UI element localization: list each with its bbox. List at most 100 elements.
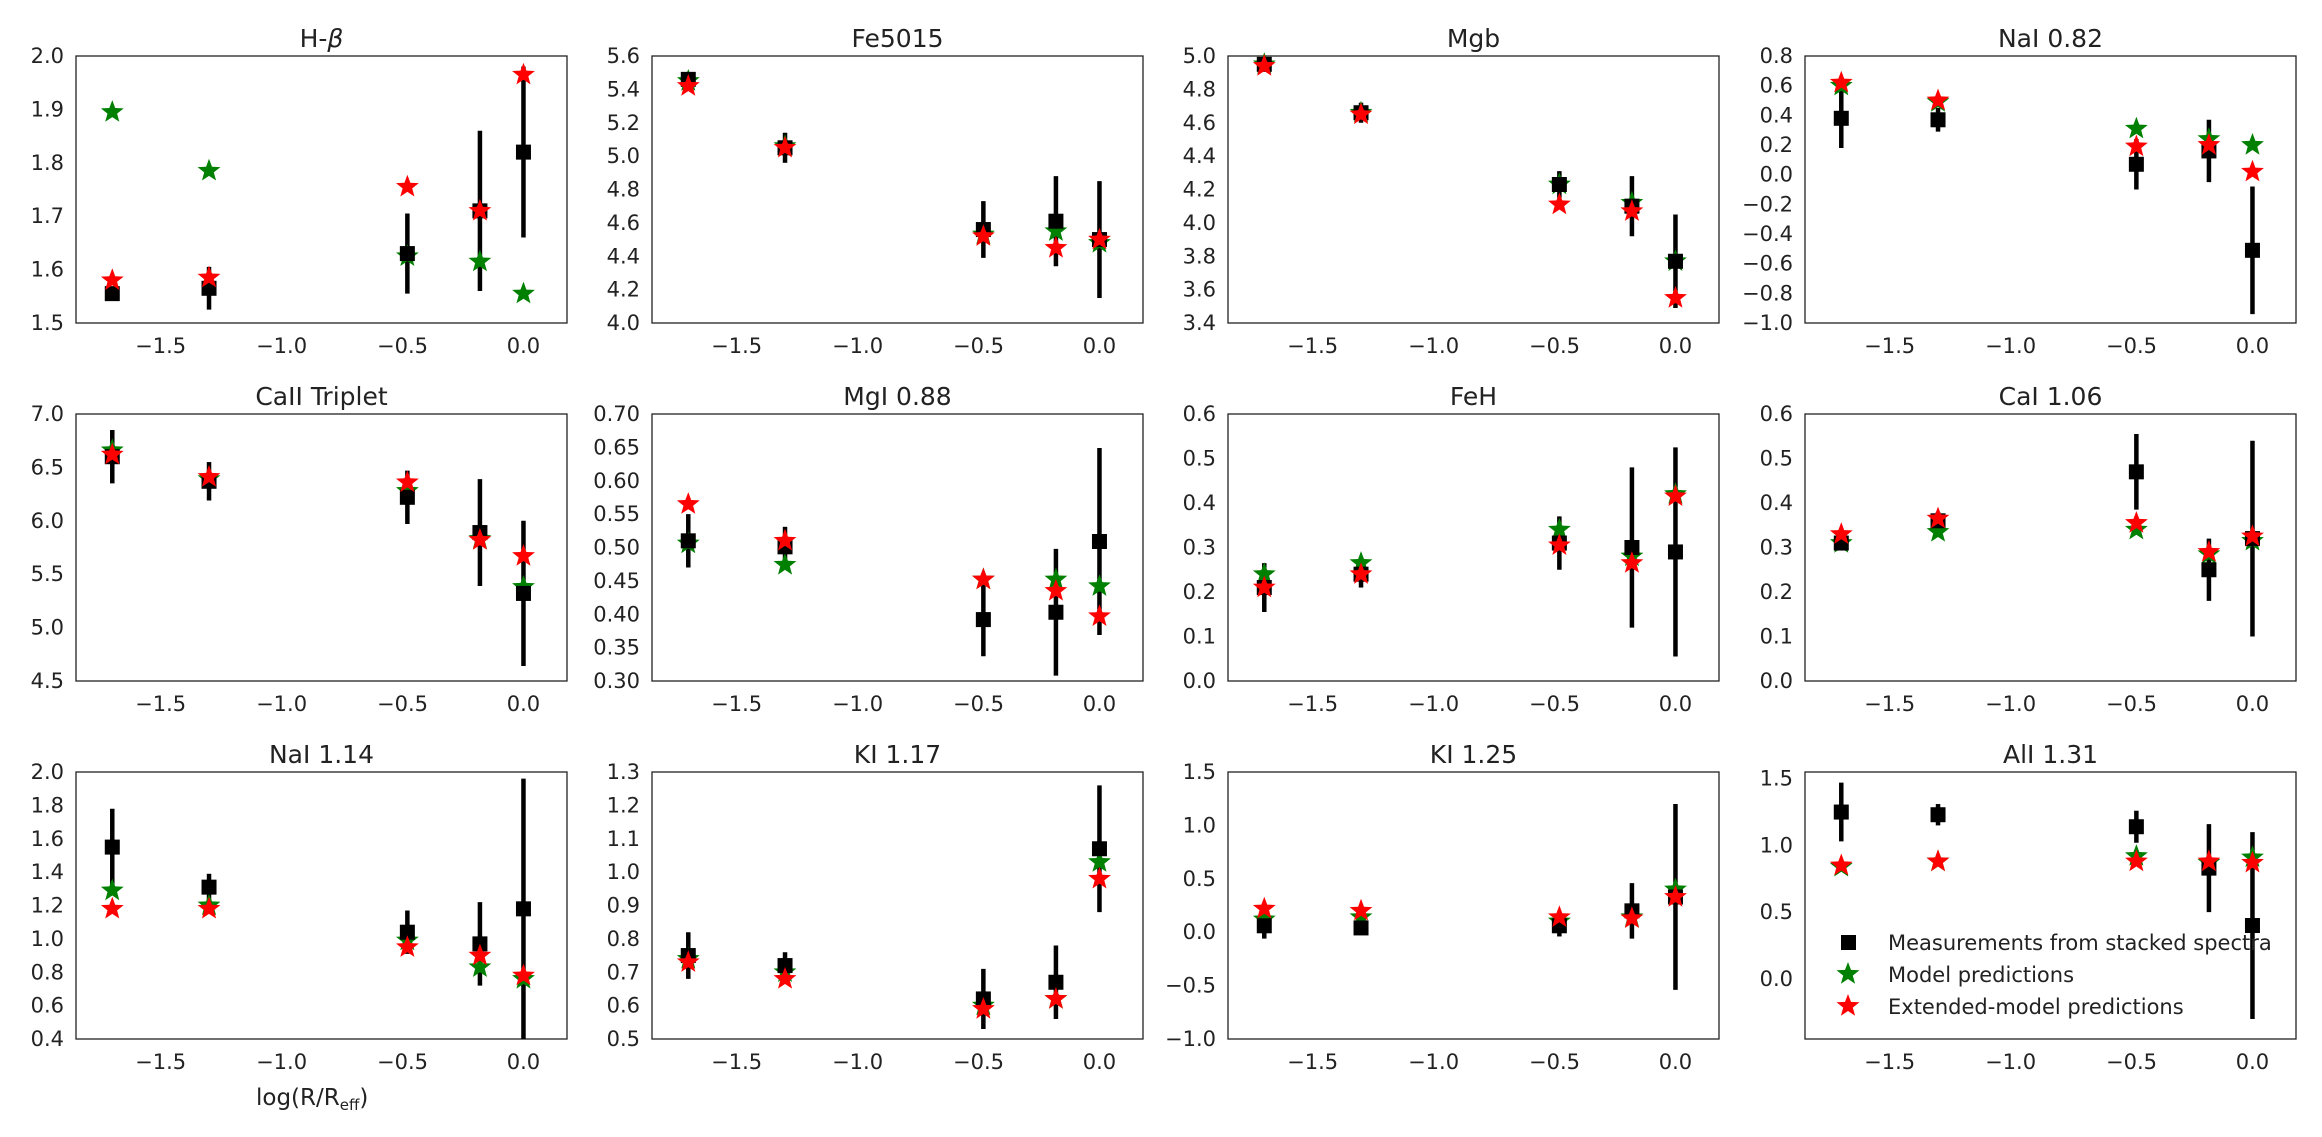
x-tick-label: 0.0 (1083, 1050, 1116, 1074)
y-tick-label: 0.35 (593, 636, 640, 660)
y-tick-label: 0.2 (1183, 580, 1216, 604)
model-point (1926, 519, 1950, 542)
extended-model-point (773, 135, 797, 158)
extended-model-point (1044, 235, 1068, 258)
panel-title: MgI 0.88 (843, 382, 951, 411)
panel-mgi-0-88: MgI 0.88 0.30 0.35 0.40 0.45 0.50 0.55 0.60 0.65… (593, 382, 1144, 716)
model-point (512, 575, 535, 597)
extended-model-point (1044, 987, 1068, 1009)
model-point (100, 878, 124, 901)
y-tick-label: 0.8 (31, 960, 64, 984)
y-tick-label: 5.0 (1183, 44, 1216, 68)
y-tick-label: 1.5 (1183, 760, 1216, 784)
y-tick-label: 7.0 (31, 402, 64, 426)
y-tick-label: 4.4 (607, 244, 640, 268)
y-tick-label: 0.0 (1760, 967, 1793, 991)
legend-marker-model (1836, 962, 1860, 984)
model-point (1088, 850, 1111, 872)
y-tick-label: −0.6 (1742, 252, 1793, 276)
extended-model-point (1829, 522, 1853, 544)
extended-model-point (1088, 866, 1111, 889)
measurement-point (1833, 804, 1849, 820)
x-tick-label: −1.0 (1985, 1050, 2036, 1074)
x-tick-label: −1.0 (1985, 692, 2036, 716)
plot-frame (651, 55, 1144, 324)
measurement-point (1624, 540, 1640, 555)
x-tick-label: −1.5 (135, 334, 186, 358)
plot-frame (75, 55, 568, 324)
y-tick-label: 1.0 (31, 927, 64, 951)
model-point (1044, 567, 1068, 590)
y-tick-label: 0.50 (593, 536, 640, 560)
extended-model-point (396, 935, 419, 957)
y-tick-label: 5.0 (607, 144, 640, 168)
y-tick-label: 1.0 (1183, 813, 1216, 837)
measurement-point (515, 585, 531, 601)
x-tick-label: 0.0 (1083, 334, 1116, 358)
x-tick-label: 0.0 (1659, 1050, 1692, 1074)
y-tick-label: 0.65 (593, 435, 640, 459)
extended-model-point (1044, 578, 1068, 601)
y-tick-label: 4.6 (1183, 111, 1216, 135)
measurement-point (399, 246, 415, 262)
extended-model-point (2241, 524, 2264, 547)
x-tick-label: −0.5 (377, 334, 428, 358)
panel-title: KI 1.17 (854, 740, 941, 769)
y-tick-label: 0.45 (593, 569, 640, 593)
x-tick-label: −1.5 (1287, 692, 1338, 716)
measurement-point (2201, 562, 2217, 578)
plot-frame (1804, 55, 2297, 324)
x-tick-label: −1.0 (832, 1050, 883, 1074)
x-tick-label: −1.5 (135, 692, 186, 716)
x-tick-label: −1.0 (256, 1050, 307, 1074)
extended-model-point (2241, 159, 2264, 182)
measurement-point (975, 612, 991, 628)
model-point (468, 955, 492, 977)
measurement-point (1048, 213, 1064, 229)
extended-model-point (1664, 286, 1687, 308)
y-tick-label: 5.2 (607, 111, 640, 135)
extended-model-point (1620, 199, 1644, 221)
y-tick-label: 1.0 (1760, 833, 1793, 857)
y-tick-label: 1.9 (31, 97, 64, 121)
extended-model-point (197, 465, 221, 487)
model-point (396, 478, 419, 501)
legend-label-measurements: Measurements from stacked spectra (1888, 931, 2272, 955)
extended-model-point (100, 442, 124, 465)
x-tick-label: 0.0 (2236, 1050, 2269, 1074)
legend-marker-measurements (1841, 935, 1856, 950)
extended-model-point (468, 943, 492, 966)
y-tick-label: 1.2 (31, 894, 64, 918)
panel-fe5015: Fe5015 4.0 4.2 4.4 4.6 4.8 5.0 5.2 5.4 5.6 −1.5 −1.… (607, 24, 1144, 358)
panel-nai-0-82: NaI 0.82 −1.0 −0.8 −0.6 −0.4 −0.2 0.0 0.2 0.4 0.6… (1742, 24, 2297, 358)
y-tick-label: 0.5 (1183, 447, 1216, 471)
extended-model-point (1252, 54, 1276, 76)
extended-model-point (1926, 88, 1950, 111)
extended-model-point (2125, 134, 2148, 157)
extended-model-point (1664, 484, 1687, 506)
y-tick-label: 1.3 (607, 760, 640, 784)
y-tick-label: 0.1 (1760, 625, 1793, 649)
panel-title: KI 1.25 (1430, 740, 1517, 769)
model-point (1252, 562, 1276, 584)
measurement-point (680, 533, 696, 549)
measurement-point (1048, 604, 1064, 620)
extended-model-point (676, 492, 700, 514)
panel-title: Mgb (1447, 24, 1500, 53)
extended-model-point (468, 528, 492, 550)
measurement-point (1048, 974, 1064, 990)
extended-model-point (1252, 575, 1276, 598)
plot-frame (651, 771, 1144, 1040)
x-tick-label: −1.0 (1408, 334, 1459, 358)
x-tick-label: 0.0 (1659, 334, 1692, 358)
panel-ki-1-25: KI 1.25 −1.0 −0.5 0.0 0.5 1.0 1.5 −1.5 −1.0 −0.5 0… (1165, 740, 1720, 1074)
panel-title: CaI 1.06 (1999, 382, 2103, 411)
model-point (468, 249, 492, 272)
x-tick-label: −1.0 (1985, 334, 2036, 358)
measurement-point (1091, 841, 1107, 857)
measurement-point (515, 901, 531, 917)
y-tick-label: 4.8 (607, 178, 640, 202)
extended-model-point (512, 62, 535, 85)
x-tick-label: −1.5 (711, 334, 762, 358)
